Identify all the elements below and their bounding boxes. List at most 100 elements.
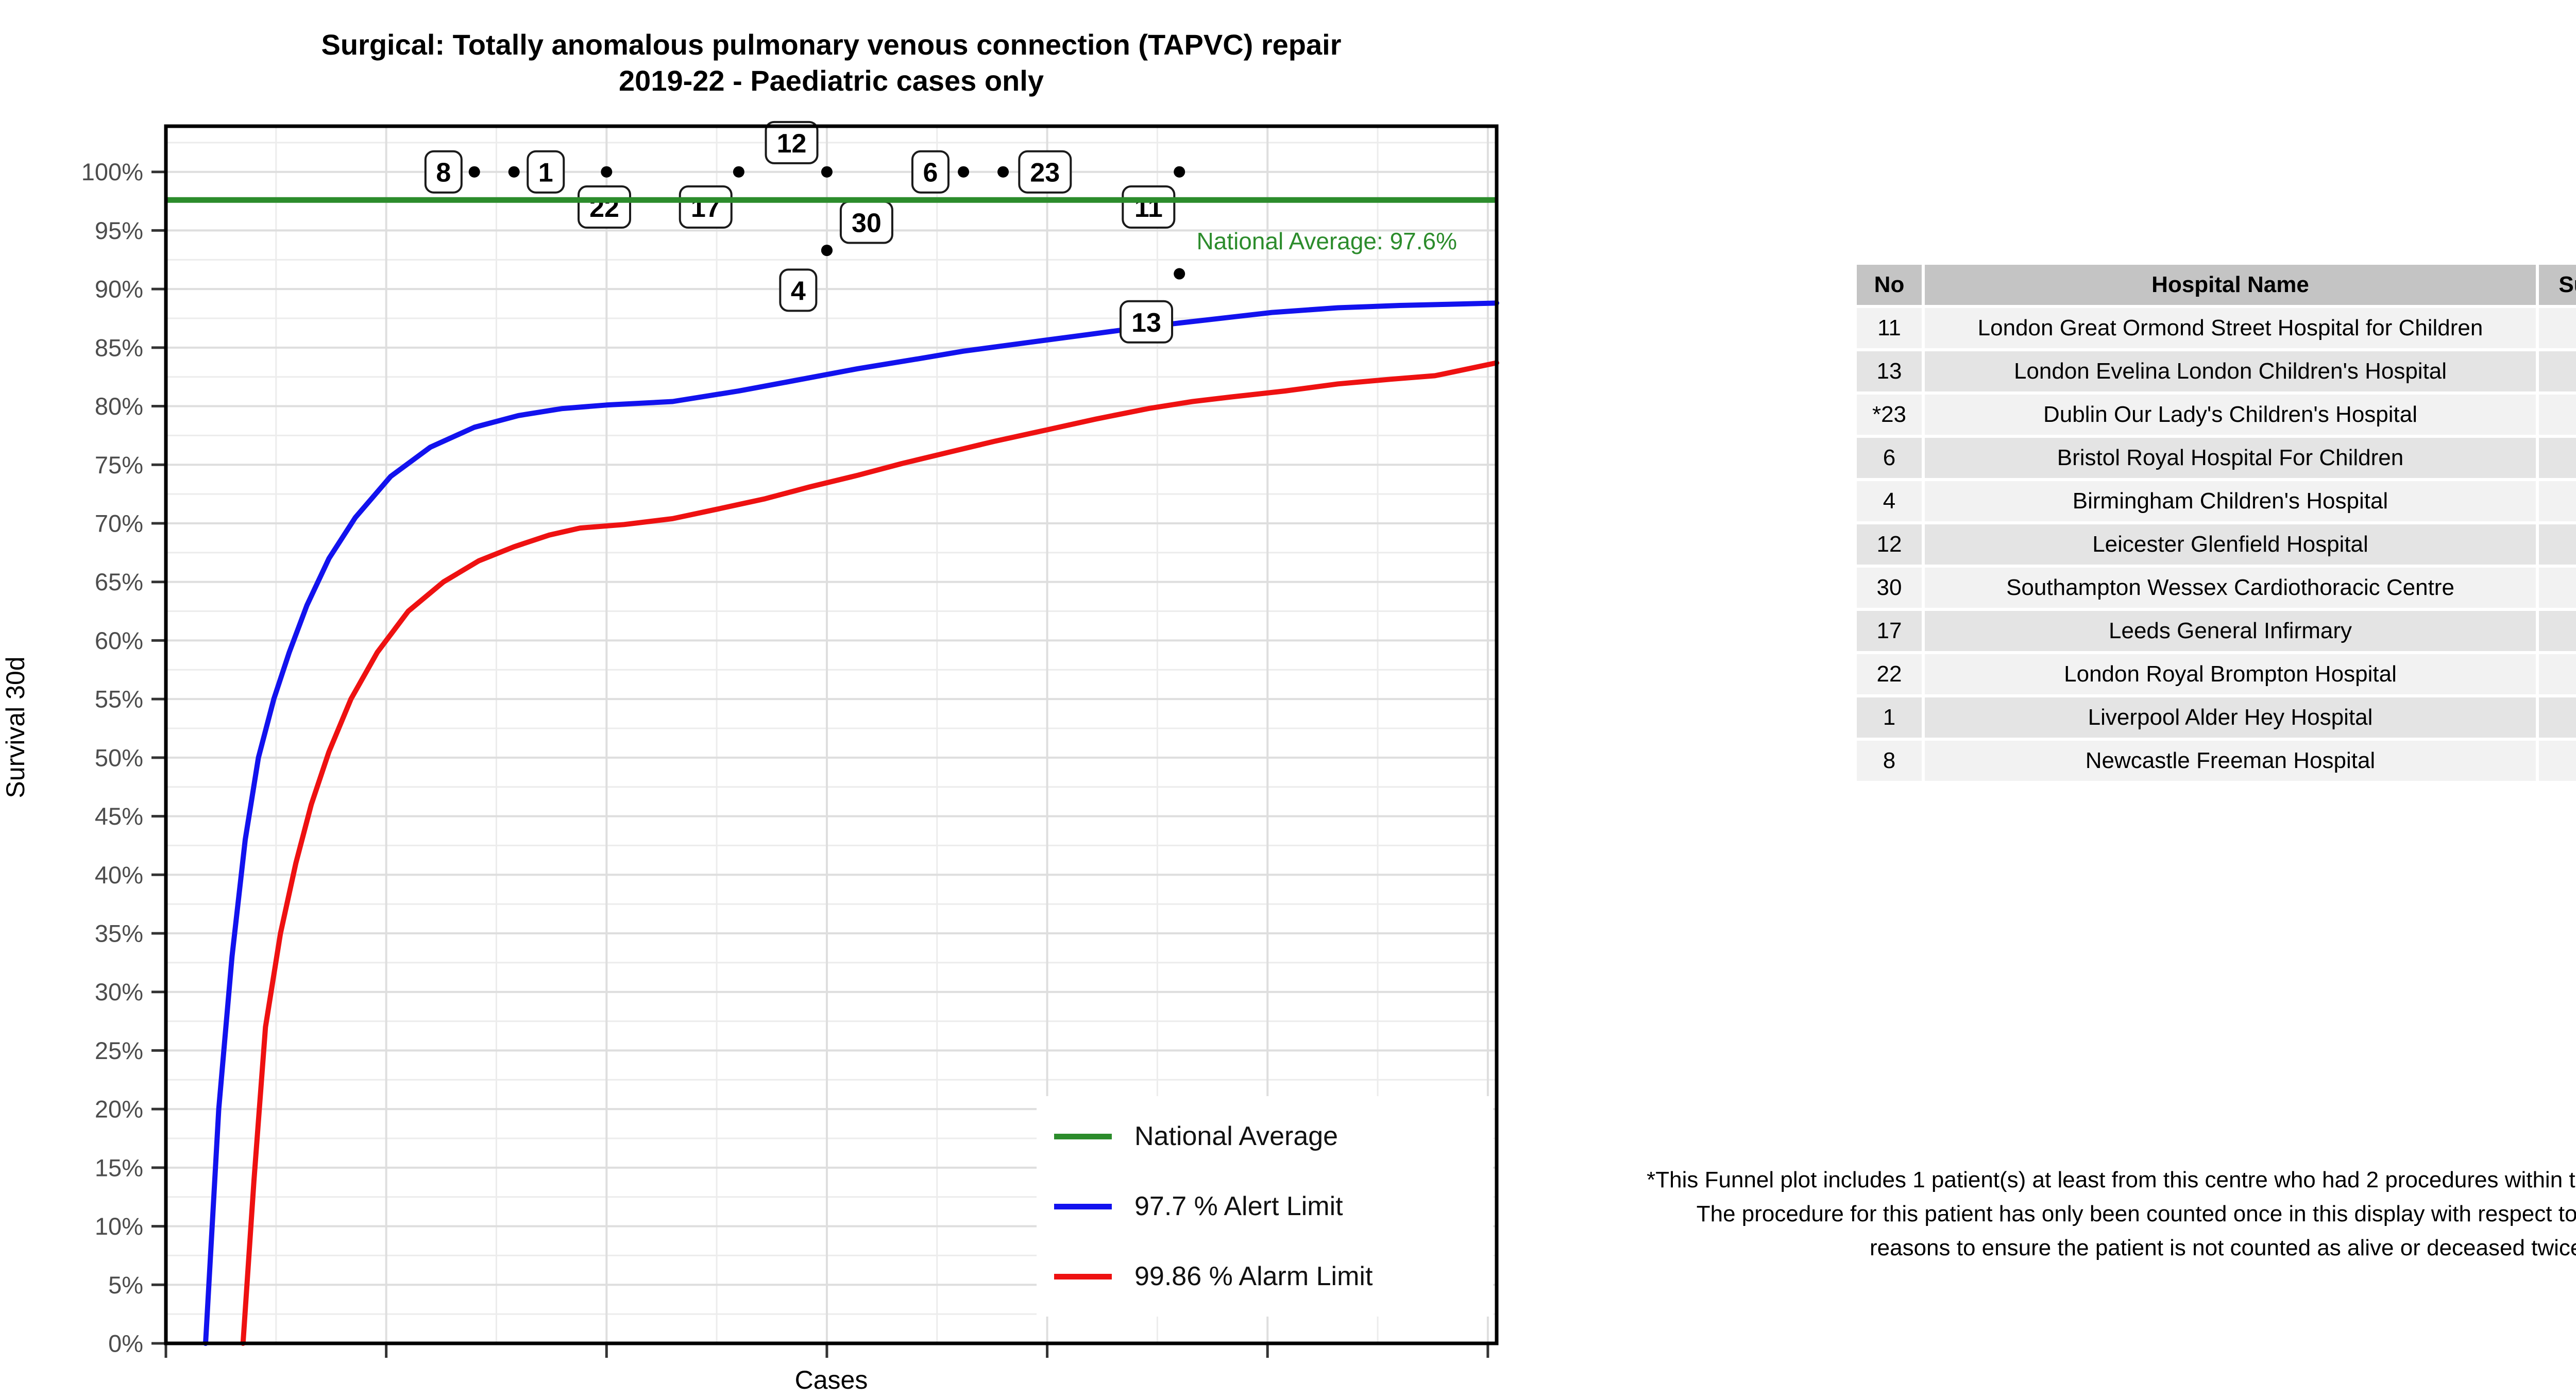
- table-row: *23 Dublin Our Lady's Children's Hospital…: [1857, 395, 2576, 435]
- table-cell-name: Liverpool Alder Hey Hospital: [1925, 697, 2536, 738]
- footnote-line2: The procedure for this patient has only …: [1696, 1201, 2576, 1226]
- chart-legend: National Average 97.7 % Alert Limit 99.86 …: [1037, 1096, 1493, 1317]
- point-label-box: [911, 150, 950, 194]
- point-label-box: [424, 150, 463, 194]
- chart-title-line1: Surgical: Totally anomalous pulmonary ve…: [321, 28, 1342, 61]
- point-label: 4: [791, 276, 806, 306]
- legend-label: 97.7 % Alert Limit: [1134, 1191, 1343, 1221]
- table-cell-name: London Evelina London Children's Hospita…: [1925, 351, 2536, 391]
- national-average-annotation: National Average: 97.6%: [1197, 228, 1458, 254]
- y-tick-label: 35%: [95, 919, 143, 947]
- table-cell-name: Newcastle Freeman Hospital: [1925, 741, 2536, 781]
- legend-swatch-alarm_limit: [1054, 1273, 1112, 1279]
- table-cell-name: Bristol Royal Hospital For Children: [1925, 438, 2536, 478]
- point-label: 6: [923, 158, 938, 188]
- point-label-box: [527, 150, 565, 194]
- table-cell-survival: 93%: [2539, 568, 2576, 608]
- y-tick-label: 60%: [95, 627, 143, 654]
- point-label: 13: [1131, 308, 1161, 338]
- point-label-box: [1120, 300, 1174, 344]
- point-label-box: [578, 185, 632, 229]
- table-cell-no: 11: [1857, 308, 1922, 348]
- footnote-line1: *This Funnel plot includes 1 patient(s) …: [1647, 1167, 2576, 1192]
- table-cell-survival: 93%: [2539, 481, 2576, 521]
- legend-swatch-national_average: [1054, 1133, 1112, 1139]
- y-tick-label: 70%: [95, 509, 143, 537]
- alarm-limit-curve: [240, 360, 1499, 1346]
- table-cell-name: Dublin Our Lady's Children's Hospital: [1925, 395, 2536, 435]
- table-cell-survival: 100%: [2539, 654, 2576, 694]
- legend-swatch-alert_limit: [1054, 1203, 1112, 1209]
- plot-border: [164, 124, 1499, 1345]
- data-point-dot: [733, 166, 744, 178]
- point-label: 12: [777, 129, 807, 159]
- table-cell-survival: 100%: [2539, 438, 2576, 478]
- y-tick-label: 90%: [95, 276, 143, 303]
- y-tick-label: 5%: [108, 1271, 143, 1299]
- y-axis-title: Survival 30d: [1, 656, 30, 798]
- table-cell-no: 17: [1857, 611, 1922, 651]
- y-tick-label: 25%: [95, 1037, 143, 1064]
- table-cell-no: 30: [1857, 568, 1922, 608]
- legend-label: 99.86 % Alarm Limit: [1134, 1261, 1373, 1291]
- point-label-box: [779, 268, 818, 312]
- table-header-survival: Survival 30d: [2539, 265, 2576, 305]
- y-tick-label: 10%: [95, 1213, 143, 1240]
- table-cell-no: *23: [1857, 395, 1922, 435]
- y-tick-label: 65%: [95, 568, 143, 595]
- chart-title-line2: 2019-22 - Paediatric cases only: [619, 64, 1044, 97]
- y-tick-label: 20%: [95, 1096, 143, 1123]
- point-label-box: [679, 185, 733, 229]
- data-point-dot: [821, 245, 833, 257]
- legend-entry: 97.7 % Alert Limit: [1054, 1191, 1493, 1222]
- table-cell-survival: 100%: [2539, 308, 2576, 348]
- table-cell-name: Birmingham Children's Hospital: [1925, 481, 2536, 521]
- table-cell-name: London Royal Brompton Hospital: [1925, 654, 2536, 694]
- y-tick-label: 40%: [95, 861, 143, 889]
- point-label-box: [1018, 150, 1072, 194]
- y-tick-label: 100%: [81, 158, 143, 185]
- y-tick-label: 95%: [95, 217, 143, 244]
- y-tick-label: 55%: [95, 686, 143, 713]
- legend-entry: National Average: [1054, 1121, 1493, 1152]
- data-point-dot: [468, 166, 480, 178]
- y-tick-label: 85%: [95, 334, 143, 361]
- table-cell-survival: 100%: [2539, 611, 2576, 651]
- data-point-dot: [997, 166, 1009, 178]
- table-cell-survival: 91%: [2539, 351, 2576, 391]
- footnote-line3: reasons to ensure the patient is not cou…: [1869, 1235, 2576, 1260]
- point-label: 1: [538, 158, 553, 188]
- table-cell-no: 12: [1857, 524, 1922, 565]
- data-point-dot: [1174, 166, 1185, 178]
- table-cell-survival: 100%: [2539, 741, 2576, 781]
- table-cell-no: 6: [1857, 438, 1922, 478]
- table-cell-survival: 100%: [2539, 524, 2576, 565]
- point-label: 8: [436, 158, 451, 188]
- point-label-box: [1122, 185, 1176, 229]
- point-label: 23: [1030, 158, 1060, 188]
- y-tick-label: 0%: [108, 1330, 143, 1357]
- data-point-dot: [1174, 268, 1185, 280]
- y-tick-label: 15%: [95, 1154, 143, 1181]
- table-row: 11 London Great Ormond Street Hospital fo…: [1857, 308, 2576, 348]
- data-point-dot: [821, 166, 833, 178]
- table-cell-name: Leicester Glenfield Hospital: [1925, 524, 2536, 565]
- alert-limit-curve: [203, 300, 1499, 1346]
- table-cell-name: Leeds General Infirmary: [1925, 611, 2536, 651]
- y-tick-label: 45%: [95, 803, 143, 830]
- table-row: 13 London Evelina London Children's Hospi…: [1857, 351, 2576, 391]
- y-tick-label: 80%: [95, 393, 143, 420]
- point-label-box: [765, 121, 819, 164]
- x-axis-title: Cases: [794, 1366, 868, 1394]
- table-header-no: No: [1857, 265, 1922, 305]
- data-point-dot: [601, 166, 613, 178]
